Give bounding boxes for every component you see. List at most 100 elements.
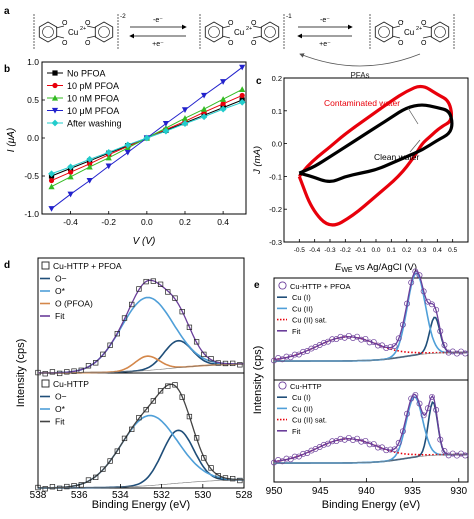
- legend-entry: Fit: [292, 427, 301, 436]
- legend-entry: 10 pM PFOA: [67, 81, 119, 91]
- data-point: [186, 324, 193, 330]
- data-point: [86, 163, 93, 170]
- legend-entry: Fit: [55, 311, 65, 321]
- legend-marker: [51, 107, 59, 114]
- y-tick-label: -0.3: [269, 238, 282, 247]
- legend-marker: [41, 379, 50, 388]
- data-point: [201, 455, 207, 461]
- data-point: [379, 342, 386, 349]
- panel-b-xlabel: V (V): [133, 236, 156, 247]
- legend-marker: [52, 70, 58, 76]
- data-point: [157, 388, 164, 394]
- data-point: [200, 113, 208, 121]
- data-point: [42, 486, 48, 492]
- oxygen-label: O: [228, 40, 234, 47]
- data-point: [433, 306, 440, 313]
- data-point: [165, 383, 171, 389]
- data-point: [424, 298, 431, 305]
- baseline: [274, 454, 468, 464]
- data-point: [354, 333, 361, 340]
- legend-entry: Cu (II): [292, 404, 313, 413]
- legend-entry: 10 μM PFOA: [67, 106, 119, 116]
- legend-entry: O*: [55, 404, 66, 414]
- data-point: [35, 369, 41, 376]
- x-tick-label: -0.2: [101, 217, 116, 227]
- data-point: [215, 360, 221, 366]
- data-point: [165, 289, 171, 295]
- x-tick-label: 945: [312, 486, 329, 497]
- data-point: [239, 64, 246, 71]
- legend-entry: After washing: [67, 119, 122, 129]
- panel-b-marks: -0.4 -0.2 0.0 0.2 0.4 -1.0 -0.5 0.0 0.5 1.0: [24, 57, 246, 227]
- legend-entry: O−: [55, 274, 67, 284]
- legend-entry: Cu (I): [292, 293, 311, 302]
- panel-e-ylabel: Intensity (cps): [252, 346, 264, 414]
- data-point: [424, 405, 431, 412]
- annotation-contaminated-water: Contaminated water: [324, 98, 400, 108]
- panel-c-xlabel-rest: vs Ag/AgCl (V): [353, 262, 417, 273]
- data-point: [193, 435, 200, 441]
- panel-a-label: a: [4, 6, 10, 17]
- bond: [221, 25, 231, 29]
- x-tick-label: 532: [153, 490, 170, 501]
- data-point: [441, 342, 448, 349]
- data-point: [200, 92, 208, 99]
- panel-b-label: b: [4, 64, 10, 75]
- panel-c-xlabel: EWE vs Ag/AgCl (V): [335, 262, 417, 274]
- bond: [391, 25, 401, 29]
- legend-title: Cu-HTTP: [290, 382, 322, 391]
- data-point: [136, 414, 142, 421]
- data-point: [399, 321, 406, 328]
- data-point: [429, 301, 435, 308]
- x-tick-label: 0.2: [179, 217, 191, 227]
- copper-label: Cu: [68, 28, 78, 37]
- data-point: [237, 362, 243, 368]
- panel-e-label: e: [254, 280, 260, 291]
- data-point: [181, 107, 189, 113]
- legend-marker: [41, 261, 50, 270]
- bond: [86, 35, 97, 39]
- data-point: [181, 115, 189, 121]
- data-point: [215, 473, 221, 479]
- data-point: [441, 448, 448, 454]
- y-tick-label: -0.1: [269, 172, 282, 181]
- x-tick-label: 0.0: [141, 217, 153, 227]
- y-tick-label: -0.5: [24, 171, 39, 181]
- data-point: [48, 206, 55, 212]
- panel-d-ylabel: Intensity (cps): [15, 339, 27, 407]
- oxygen-label: O: [398, 20, 404, 27]
- arrow-label: +e⁻: [152, 41, 164, 48]
- radical-dot: ·: [401, 16, 404, 27]
- benzene-ring-inner: [42, 26, 54, 38]
- data-point: [105, 149, 113, 156]
- x-tick-label: 534: [112, 490, 129, 501]
- data-point: [150, 398, 157, 404]
- data-point: [374, 342, 381, 349]
- legend-marker: [52, 82, 58, 89]
- data-point: [329, 438, 336, 445]
- data-point: [275, 355, 282, 361]
- panel-c-xlabel-sub: WE: [341, 267, 353, 274]
- data-point: [181, 120, 189, 127]
- data-point: [67, 173, 74, 180]
- data-point: [48, 170, 55, 178]
- pfas-arrow: [299, 53, 421, 67]
- data-point: [129, 301, 135, 308]
- data-point: [337, 435, 344, 442]
- data-point: [358, 336, 365, 343]
- panel-e-xlabel: Binding Energy (eV): [322, 499, 420, 511]
- y-tick-label: -0.2: [269, 205, 282, 214]
- data-point: [71, 368, 77, 374]
- component-curve: [38, 296, 244, 374]
- data-point: [107, 458, 113, 464]
- bond: [422, 35, 433, 39]
- x-tick-label: 0.1: [387, 247, 396, 254]
- data-point: [56, 485, 63, 491]
- data-point: [129, 426, 135, 432]
- data-point: [172, 382, 178, 388]
- data-point: [150, 278, 157, 284]
- data-point: [114, 448, 120, 454]
- baseline: [38, 363, 244, 374]
